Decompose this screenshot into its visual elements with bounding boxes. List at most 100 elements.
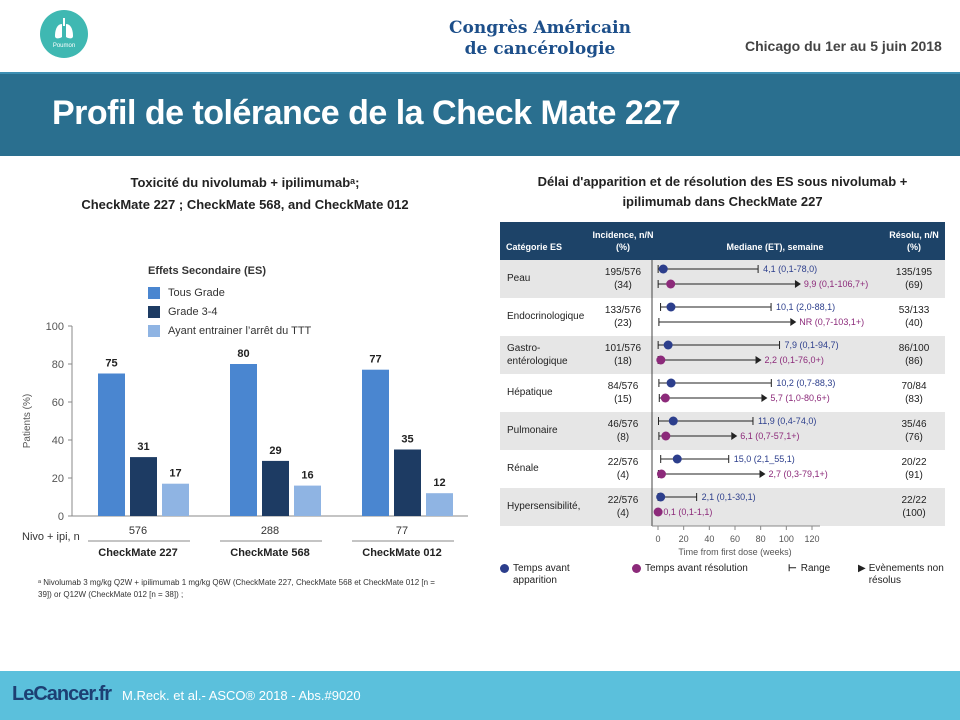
x-tick-label: 0 xyxy=(655,534,660,544)
y-tick-label: 100 xyxy=(46,321,64,333)
header-median: Mediane (ET), semaine xyxy=(726,242,824,252)
incidence-count: 133/576 xyxy=(604,305,642,316)
x-tick-label: 120 xyxy=(804,534,819,544)
row-resolved: 53/133 (40) xyxy=(888,304,940,330)
header: Poumon Congrès Américain de cancérologie… xyxy=(0,0,960,72)
y-tick-label: 20 xyxy=(52,473,64,485)
bar-value-label: 12 xyxy=(433,477,445,489)
bar-value-label: 17 xyxy=(169,468,181,480)
legend-unresolved: ▶ Evènements non résolus xyxy=(858,563,958,587)
legend-resolution-label: Temps avant résolution xyxy=(645,563,748,574)
legend-range-label: Range xyxy=(800,563,831,574)
header-category: Catégorie ES xyxy=(506,242,563,252)
left-title-line2: CheckMate 227 ; CheckMate 568, and Check… xyxy=(81,197,409,212)
category-label: CheckMate 227 xyxy=(98,547,178,559)
title-bar: Profil de tolérance de la Check Mate 227 xyxy=(0,72,960,156)
incidence-pct: (4) xyxy=(616,470,630,481)
incidence-count: 84/576 xyxy=(607,381,639,392)
row-resolved: 22/22 (100) xyxy=(888,494,940,520)
y-tick-label: 80 xyxy=(52,359,64,371)
poumon-logo: Poumon xyxy=(40,10,88,58)
row-category: Pulmonaire xyxy=(507,425,558,436)
resolved-count: 22/22 xyxy=(901,495,927,506)
row-incidence: 84/576 (15) xyxy=(592,380,654,406)
x-axis-label: Time from first dose (weeks) xyxy=(678,547,791,557)
resolution-dot-icon xyxy=(632,564,641,573)
resolved-pct: (76) xyxy=(905,432,923,443)
incidence-count: 101/576 xyxy=(604,343,642,354)
category-label: CheckMate 012 xyxy=(362,547,442,559)
range-bracket-icon: ⊢ xyxy=(788,563,797,574)
legend-swatch xyxy=(148,286,160,299)
row-resolved: 135/195 (69) xyxy=(888,266,940,292)
bar xyxy=(294,485,321,516)
row-category: Gastro-entérologique xyxy=(507,343,568,367)
resolved-pct: (83) xyxy=(905,394,923,405)
table-row: Hépatique 84/576 (15) 70/84 (83) xyxy=(500,374,945,412)
bar xyxy=(394,449,421,516)
row-incidence: 101/576 (18) xyxy=(592,342,654,368)
legend-label: Grade 3-4 xyxy=(168,305,218,318)
congress-line1: Congrès Américain xyxy=(449,18,631,38)
resolved-pct: (86) xyxy=(905,356,923,367)
bar xyxy=(98,373,125,516)
bar-value-label: 75 xyxy=(105,358,117,370)
resolved-pct: (91) xyxy=(905,470,923,481)
right-table-title: Délai d'apparition et de résolution des … xyxy=(500,172,945,212)
footer: LeCancer.fr M.Reck. et al.- ASCO® 2018 -… xyxy=(0,671,960,720)
x-tick-label: 20 xyxy=(679,534,689,544)
row-category: Peau xyxy=(507,273,531,284)
resolved-count: 35/46 xyxy=(901,419,927,430)
bar xyxy=(130,457,157,516)
onset-dot-icon xyxy=(500,564,509,573)
legend-item-grade-3-4: Grade 3-4 xyxy=(148,302,311,321)
bar-chart: 0 20 40 60 80 100 Patients (%) 75 31 17 576 CheckMa… xyxy=(22,321,468,559)
left-title-line1: Toxicité du nivolumab + ipilimumabᵃ; xyxy=(130,175,360,190)
x-tick-label: 40 xyxy=(704,534,714,544)
row-resolved: 35/46 (76) xyxy=(888,418,940,444)
legend-swatch xyxy=(148,324,160,337)
n-value: 288 xyxy=(261,525,279,537)
resolved-count: 20/22 xyxy=(901,457,927,468)
legend-resolution: Temps avant résolution xyxy=(632,563,772,575)
table-row: Endocrinologique 133/576 (23) 53/133 (40) xyxy=(500,298,945,336)
y-axis-label: Patients (%) xyxy=(22,394,33,448)
bar xyxy=(426,493,453,516)
incidence-count: 22/576 xyxy=(607,495,639,506)
resolved-pct: (100) xyxy=(902,508,926,519)
x-tick-label: 60 xyxy=(730,534,740,544)
congress-name: Congrès Américain de cancérologie xyxy=(440,18,640,60)
row-category: Endocrinologique xyxy=(507,311,585,322)
incidence-pct: (23) xyxy=(614,318,632,329)
legend-label: Tous Grade xyxy=(168,286,225,299)
incidence-pct: (18) xyxy=(614,356,632,367)
y-tick-label: 40 xyxy=(52,435,64,447)
table-row: Gastro-entérologique 101/576 (18) 86/100 (86… xyxy=(500,336,945,374)
right-title-line1: Délai d'apparition et de résolution des … xyxy=(537,174,908,189)
legend-item-discontinuation: Ayant entrainer l’arrêt du TTT xyxy=(148,321,311,340)
logo-label: Poumon xyxy=(52,43,76,49)
legend-title: Effets Secondaire (ES) xyxy=(148,265,266,277)
y-tick-label: 60 xyxy=(52,397,64,409)
category-label: CheckMate 568 xyxy=(230,547,310,559)
legend-swatch xyxy=(148,305,160,318)
incidence-count: 22/576 xyxy=(607,457,639,468)
page-title: Profil de tolérance de la Check Mate 227 xyxy=(52,94,681,132)
table-row: Rénale 22/576 (4) 20/22 (91) xyxy=(500,450,945,488)
incidence-count: 195/576 xyxy=(604,267,642,278)
congress-dates: Chicago du 1er au 5 juin 2018 xyxy=(745,38,942,54)
resolved-pct: (40) xyxy=(905,318,923,329)
row-category: Rénale xyxy=(507,463,539,474)
row-incidence: 133/576 (23) xyxy=(592,304,654,330)
bar-value-label: 35 xyxy=(401,434,413,446)
bar xyxy=(162,483,189,516)
resolved-count: 86/100 xyxy=(898,343,930,354)
row-incidence: 46/576 (8) xyxy=(592,418,654,444)
row-incidence: 195/576 (34) xyxy=(592,266,654,292)
table-row: Pulmonaire 46/576 (8) 35/46 (76) xyxy=(500,412,945,450)
row-resolved: 86/100 (86) xyxy=(888,342,940,368)
row-category: Hépatique xyxy=(507,387,553,398)
legend-onset: Temps avant apparition xyxy=(500,563,610,587)
bar-value-label: 16 xyxy=(301,470,313,482)
header-incidence: Incidence, n/N (%) xyxy=(592,230,654,252)
